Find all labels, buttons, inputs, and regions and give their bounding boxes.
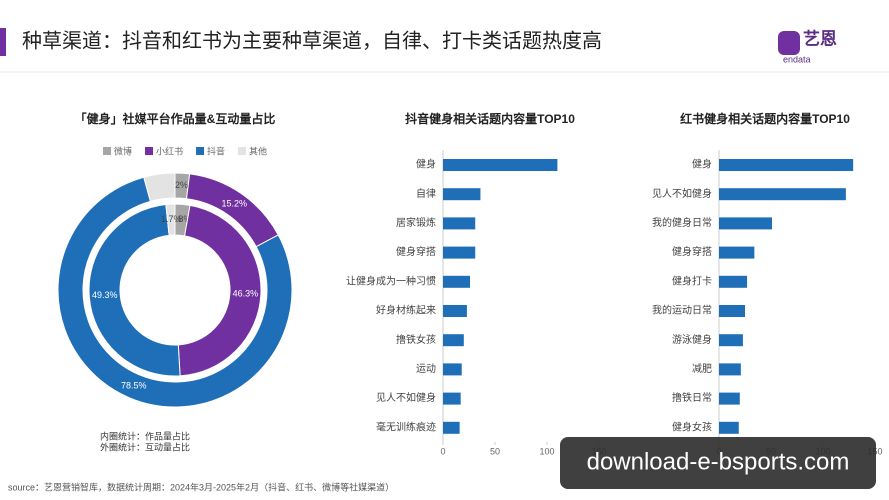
donut-segment xyxy=(88,203,181,377)
logo-subtext: endata xyxy=(783,54,811,64)
bar xyxy=(443,392,461,405)
watermark-box xyxy=(560,437,876,489)
y-tick-label: 健身女孩 xyxy=(672,420,712,433)
bar xyxy=(443,217,476,230)
bar xyxy=(443,275,471,288)
legend-swatch xyxy=(196,147,205,155)
bar xyxy=(719,246,755,259)
y-tick-label: 减肥 xyxy=(692,363,712,375)
bar xyxy=(443,334,464,347)
donut-segment xyxy=(177,204,262,377)
slide-title: 种草渠道：抖音和红书为主要种草渠道，自律、打卡类话题热度高 xyxy=(22,29,602,52)
data-label: 46.3% xyxy=(233,288,259,298)
chart-title: 抖音健身相关话题内容量TOP10 xyxy=(405,111,575,126)
watermark: download-e-bsports.com xyxy=(587,448,850,475)
bar xyxy=(719,392,740,405)
data-label: 78.5% xyxy=(121,380,147,390)
x-tick-label: 100 xyxy=(539,446,554,456)
y-tick-label: 让健身成为一种习惯 xyxy=(346,274,436,287)
y-tick-label: 见人不如健身 xyxy=(652,187,712,200)
donut-segment xyxy=(57,176,293,408)
ring-note: 外圈统计：互动量占比 xyxy=(100,441,190,452)
title-accent xyxy=(0,28,6,56)
bar xyxy=(719,275,748,288)
legend-swatch xyxy=(145,147,154,155)
bar xyxy=(443,363,462,376)
y-tick-label: 健身 xyxy=(692,158,712,171)
y-tick-label: 毫无训练痕迹 xyxy=(376,420,436,433)
data-label: 2.8% xyxy=(171,214,192,224)
y-tick-label: 健身穿搭 xyxy=(396,245,436,258)
chart-title: 「健身」社媒平台作品量&互动量占比 xyxy=(75,111,276,126)
y-tick-label: 见人不如健身 xyxy=(376,391,436,404)
logo: 艺恩 endata xyxy=(778,28,837,64)
donut-segment xyxy=(165,203,176,236)
y-tick-label: 居家锻炼 xyxy=(396,216,436,229)
y-tick-label: 健身 xyxy=(416,158,436,171)
bar xyxy=(719,159,854,171)
bar xyxy=(443,305,467,317)
data-label: 49.3% xyxy=(92,290,118,300)
bar xyxy=(719,188,846,201)
bar xyxy=(443,246,476,259)
bar xyxy=(719,305,745,317)
y-tick-label: 我的运动日常 xyxy=(652,304,712,317)
y-tick-label: 运动 xyxy=(416,363,436,375)
y-tick-label: 健身打卡 xyxy=(672,274,712,287)
y-tick-label: 自律 xyxy=(416,187,436,200)
bar xyxy=(443,159,558,171)
bar xyxy=(443,188,481,201)
y-tick-label: 好身材练起来 xyxy=(376,304,436,317)
bar xyxy=(719,334,743,347)
data-label: 2% xyxy=(175,180,188,190)
data-label: 15.2% xyxy=(222,198,248,208)
bar xyxy=(719,421,739,434)
legend-label: 小红书 xyxy=(156,145,183,156)
source: source：艺恩营销智库，数据统计周期：2024年3月-2025年2月（抖音、… xyxy=(8,481,394,492)
y-tick-label: 撸铁日常 xyxy=(672,391,712,404)
y-tick-label: 我的健身日常 xyxy=(652,216,712,229)
x-tick-label: 0 xyxy=(440,446,445,456)
bar xyxy=(443,421,460,434)
legend-label: 其他 xyxy=(249,145,267,156)
chart-title: 红书健身相关话题内容量TOP10 xyxy=(680,111,850,126)
ring-note: 内圈统计：作品量占比 xyxy=(100,430,190,441)
logo-text: 艺恩 xyxy=(803,28,837,48)
legend-label: 微博 xyxy=(114,145,132,156)
bar xyxy=(719,363,741,376)
donut-segment xyxy=(143,172,176,202)
logo-icon xyxy=(778,31,800,55)
legend-swatch xyxy=(103,147,111,155)
y-tick-label: 游泳健身 xyxy=(672,333,712,346)
y-tick-label: 撸铁女孩 xyxy=(396,333,436,346)
y-tick-label: 健身穿搭 xyxy=(672,245,712,258)
legend-label: 抖音 xyxy=(207,145,225,156)
legend-swatch xyxy=(238,147,247,155)
data-label: 1.7% xyxy=(161,214,182,224)
x-tick-label: 50 xyxy=(490,446,500,456)
bar xyxy=(719,217,773,230)
